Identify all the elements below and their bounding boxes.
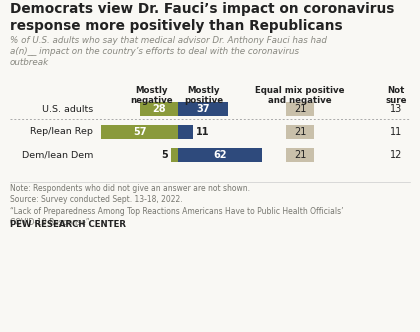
Text: 21: 21	[294, 127, 306, 137]
Text: 13: 13	[390, 104, 402, 114]
Text: 21: 21	[294, 150, 306, 160]
Bar	[286, 102, 314, 116]
Text: 5: 5	[162, 150, 168, 160]
Bar	[140, 102, 178, 116]
Bar	[178, 125, 193, 139]
Text: 37: 37	[196, 104, 210, 114]
Text: U.S. adults: U.S. adults	[42, 105, 93, 114]
Text: 57: 57	[133, 127, 146, 137]
Text: 62: 62	[213, 150, 227, 160]
Bar	[178, 102, 228, 116]
Text: % of U.S. adults who say that medical advisor Dr. Anthony Fauci has had
a(n)__ i: % of U.S. adults who say that medical ad…	[10, 36, 327, 67]
Text: Mostly
positive: Mostly positive	[184, 86, 223, 105]
Bar	[286, 125, 314, 139]
Bar	[178, 148, 262, 162]
Text: 12: 12	[390, 150, 402, 160]
Text: Rep/lean Rep: Rep/lean Rep	[30, 127, 93, 136]
Bar	[101, 125, 178, 139]
Text: Mostly
negative: Mostly negative	[131, 86, 173, 105]
Text: 11: 11	[390, 127, 402, 137]
Bar	[171, 148, 178, 162]
Text: 11: 11	[196, 127, 209, 137]
Text: 21: 21	[294, 104, 306, 114]
Text: Democrats view Dr. Fauci’s impact on coronavirus
response more positively than R: Democrats view Dr. Fauci’s impact on cor…	[10, 2, 394, 33]
Text: Equal mix positive
and negative: Equal mix positive and negative	[255, 86, 345, 105]
Text: Dem/lean Dem: Dem/lean Dem	[21, 150, 93, 159]
Text: 28: 28	[152, 104, 166, 114]
Bar	[286, 148, 314, 162]
Text: PEW RESEARCH CENTER: PEW RESEARCH CENTER	[10, 220, 126, 229]
Text: Note: Respondents who did not give an answer are not shown.
Source: Survey condu: Note: Respondents who did not give an an…	[10, 184, 344, 227]
Text: Not
sure: Not sure	[385, 86, 407, 105]
